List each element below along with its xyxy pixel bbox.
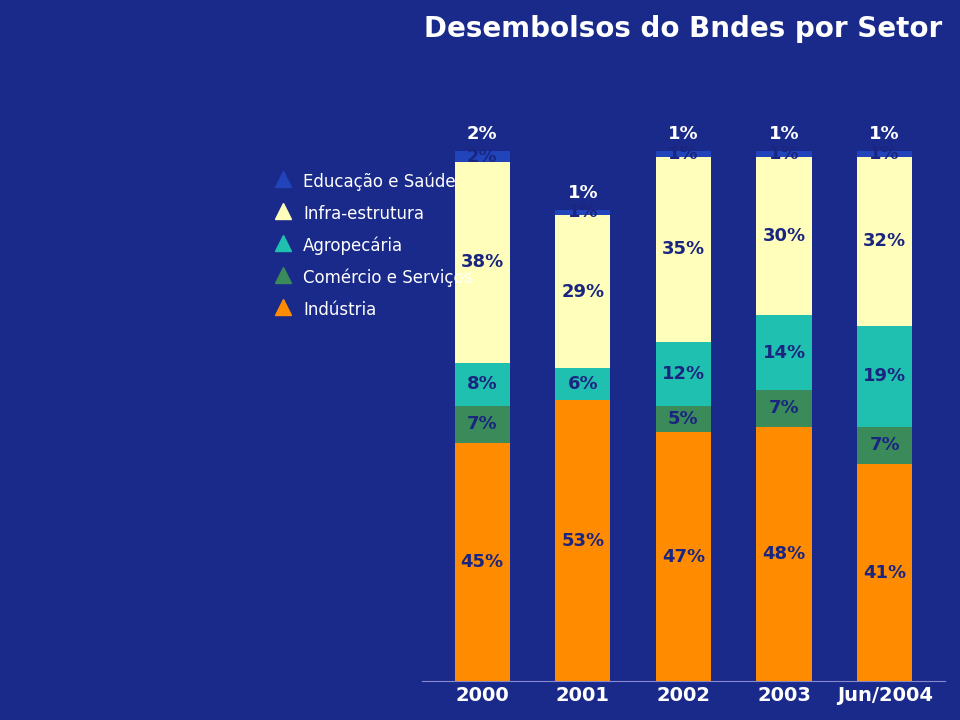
- Bar: [857, 464, 912, 681]
- Text: 7%: 7%: [769, 399, 800, 417]
- Bar: [656, 342, 711, 405]
- Legend: Educação e Saúde, Infra-estrutura, Agropecária, Comércio e Serviços, Indústria: Educação e Saúde, Infra-estrutura, Agrop…: [274, 171, 472, 320]
- Bar: [455, 405, 510, 443]
- Text: 45%: 45%: [461, 553, 504, 571]
- Bar: [455, 162, 510, 363]
- Text: 30%: 30%: [762, 227, 805, 245]
- Bar: [455, 151, 510, 162]
- Bar: [857, 156, 912, 326]
- Title: Desembolsos do Bndes por Setor: Desembolsos do Bndes por Setor: [424, 15, 943, 43]
- Bar: [756, 151, 812, 156]
- Bar: [656, 156, 711, 342]
- Text: 48%: 48%: [762, 545, 805, 563]
- Text: 1%: 1%: [668, 145, 699, 163]
- Text: 1%: 1%: [668, 125, 699, 143]
- Text: 38%: 38%: [461, 253, 504, 271]
- Text: 53%: 53%: [562, 531, 605, 549]
- Bar: [555, 215, 611, 369]
- Bar: [857, 427, 912, 464]
- Text: 12%: 12%: [661, 365, 705, 383]
- Bar: [555, 210, 611, 215]
- Bar: [756, 427, 812, 681]
- Text: 7%: 7%: [870, 436, 900, 454]
- Bar: [555, 400, 611, 681]
- Bar: [555, 369, 611, 400]
- Text: 1%: 1%: [870, 145, 900, 163]
- Text: 7%: 7%: [467, 415, 497, 433]
- Text: 1%: 1%: [567, 184, 598, 202]
- Bar: [455, 363, 510, 405]
- Bar: [756, 390, 812, 427]
- Bar: [756, 315, 812, 390]
- Text: 1%: 1%: [870, 125, 900, 143]
- Text: 5%: 5%: [668, 410, 699, 428]
- Text: 8%: 8%: [467, 375, 497, 393]
- Text: 19%: 19%: [863, 367, 906, 385]
- Bar: [656, 432, 711, 681]
- Text: 1%: 1%: [769, 145, 800, 163]
- Text: 6%: 6%: [567, 375, 598, 393]
- Text: 41%: 41%: [863, 564, 906, 582]
- Text: 2%: 2%: [467, 125, 497, 143]
- Text: 29%: 29%: [562, 283, 605, 301]
- Text: 14%: 14%: [762, 343, 805, 361]
- Text: 2%: 2%: [467, 148, 497, 166]
- Text: 35%: 35%: [661, 240, 705, 258]
- Bar: [455, 443, 510, 681]
- Bar: [857, 151, 912, 156]
- Text: 1%: 1%: [769, 125, 800, 143]
- Text: 1%: 1%: [567, 203, 598, 221]
- Bar: [656, 405, 711, 432]
- Text: 32%: 32%: [863, 233, 906, 251]
- Bar: [656, 151, 711, 156]
- Text: 47%: 47%: [661, 548, 705, 566]
- Bar: [756, 156, 812, 315]
- Bar: [857, 326, 912, 427]
